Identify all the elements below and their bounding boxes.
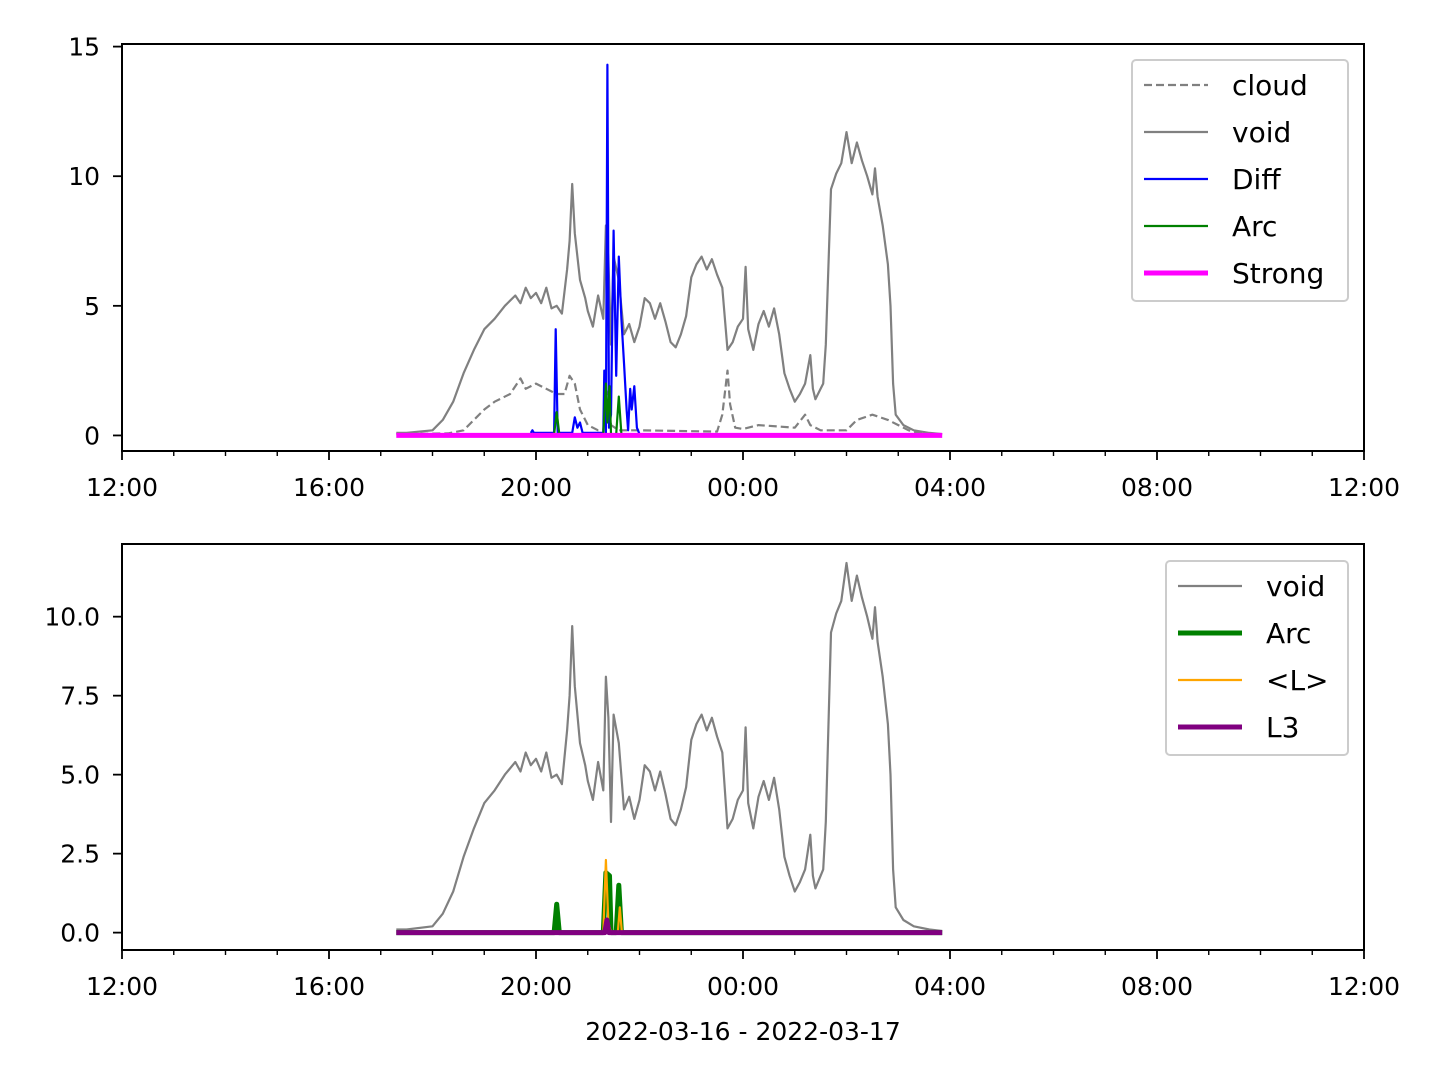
bottom-x-axis: 12:00 16:00 20:00 00:00 04:00 08:00 12:00 bbox=[86, 950, 1400, 1001]
bottom-legend-box bbox=[1165, 560, 1349, 756]
top-x-axis: 12:00 16:00 20:00 00:00 04:00 08:00 12:00 bbox=[86, 451, 1400, 502]
top-y-axis: 0 5 10 15 bbox=[68, 33, 122, 450]
bottom-x-tick-label: 16:00 bbox=[293, 972, 365, 1001]
top-x-tick-label: 12:00 bbox=[86, 473, 158, 502]
legend-label-l: <L> bbox=[1266, 664, 1329, 697]
bottom-y-tick-label: 2.5 bbox=[60, 840, 100, 869]
legend-label-l3: L3 bbox=[1266, 711, 1299, 744]
bottom-series-lines bbox=[396, 561, 943, 936]
bottom-x-tick-label: 20:00 bbox=[500, 972, 572, 1001]
legend-label-arc: Arc bbox=[1232, 210, 1277, 243]
top-chart-panel: 12:00 16:00 20:00 00:00 04:00 08:00 12:00 0 5 10 1… bbox=[68, 33, 1400, 502]
bottom-y-tick-label: 10.0 bbox=[44, 603, 100, 632]
top-x-tick-label: 12:00 bbox=[1328, 473, 1400, 502]
bottom-series-arc-line bbox=[396, 870, 943, 936]
bottom-x-tick-label: 12:00 bbox=[86, 972, 158, 1001]
top-series-lines bbox=[396, 63, 943, 438]
legend-label-cloud: cloud bbox=[1232, 69, 1308, 102]
bottom-y-tick-label: 0.0 bbox=[60, 919, 100, 948]
bottom-y-axis: 0.0 2.5 5.0 7.5 10.0 bbox=[44, 603, 122, 948]
top-series-arc-line bbox=[553, 382, 623, 436]
legend-label-arc: Arc bbox=[1266, 617, 1311, 650]
top-y-tick-label: 15 bbox=[68, 33, 100, 62]
top-y-tick-label: 5 bbox=[84, 292, 100, 321]
top-legend: cloud void Diff Arc Strong bbox=[1131, 59, 1349, 302]
legend-label-void: void bbox=[1266, 570, 1325, 603]
top-x-tick-label: 16:00 bbox=[293, 473, 365, 502]
top-legend-box bbox=[1131, 59, 1349, 302]
bottom-y-tick-label: 5.0 bbox=[60, 761, 100, 790]
legend-label-diff: Diff bbox=[1232, 163, 1281, 196]
top-x-tick-label: 08:00 bbox=[1121, 473, 1193, 502]
legend-label-strong: Strong bbox=[1232, 257, 1324, 290]
bottom-x-tick-label: 04:00 bbox=[914, 972, 986, 1001]
top-y-tick-label: 10 bbox=[68, 162, 100, 191]
bottom-chart-panel: 12:00 16:00 20:00 00:00 04:00 08:00 12:00 0.0 2.… bbox=[44, 543, 1400, 1001]
bottom-series-void-line bbox=[396, 561, 943, 933]
bottom-x-tick-label: 00:00 bbox=[707, 972, 779, 1001]
bottom-x-tick-label: 08:00 bbox=[1121, 972, 1193, 1001]
top-x-tick-label: 04:00 bbox=[914, 473, 986, 502]
top-y-tick-label: 0 bbox=[84, 421, 100, 450]
bottom-x-tick-label: 12:00 bbox=[1328, 972, 1400, 1001]
bottom-y-tick-label: 7.5 bbox=[60, 682, 100, 711]
top-series-void-line bbox=[396, 131, 943, 436]
bottom-series-l3-line bbox=[396, 917, 943, 936]
top-x-tick-label: 00:00 bbox=[707, 473, 779, 502]
legend-label-void: void bbox=[1232, 116, 1291, 149]
x-axis-label: 2022-03-16 - 2022-03-17 bbox=[585, 1017, 901, 1046]
top-x-tick-label: 20:00 bbox=[500, 473, 572, 502]
bottom-legend: void Arc <L> L3 bbox=[1165, 560, 1349, 756]
top-series-diff-line bbox=[529, 63, 641, 435]
